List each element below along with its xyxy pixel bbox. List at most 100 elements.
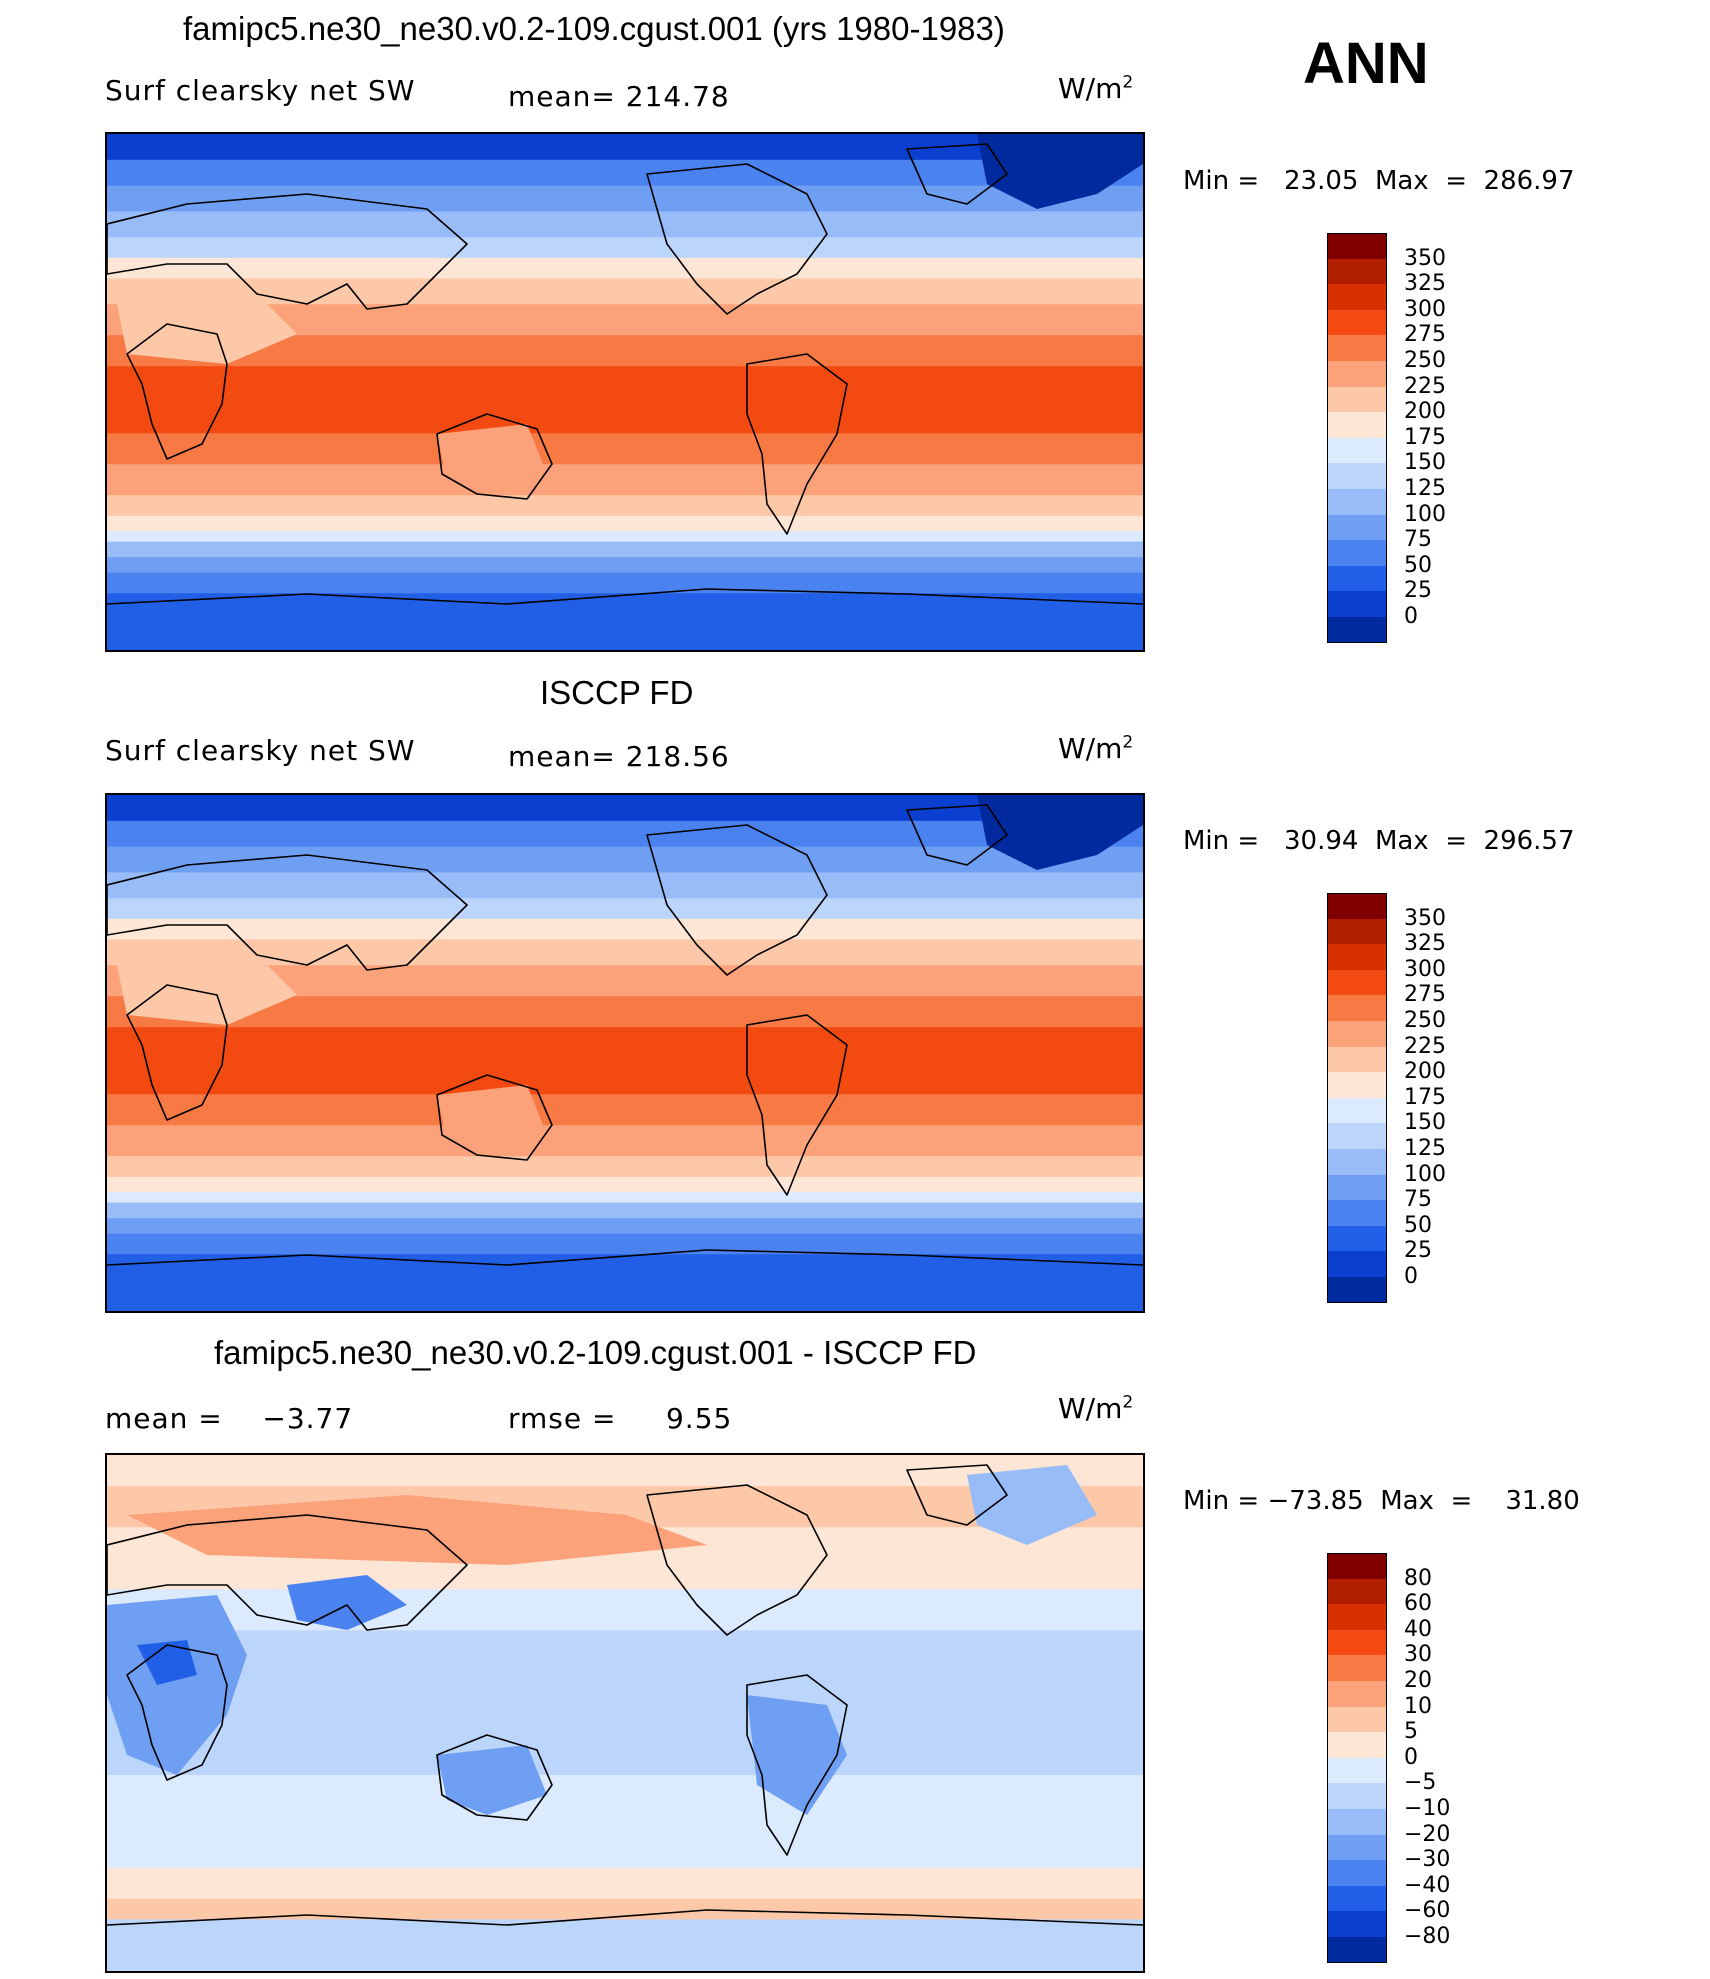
colorbar-tick-label: 0 <box>1404 1744 1418 1770</box>
field-band <box>107 515 1143 532</box>
colorbar-swatch <box>1327 1655 1387 1681</box>
coastline <box>107 1249 1143 1266</box>
colorbar-swatch <box>1327 1200 1387 1226</box>
southamerica-anomaly <box>747 1695 847 1815</box>
coastline <box>746 1014 848 1196</box>
field-band <box>107 1233 1143 1255</box>
field-band <box>107 898 1143 920</box>
colorbar-tick-label: 150 <box>1404 1110 1446 1136</box>
australia-anomaly <box>437 424 547 494</box>
colorbar-swatch <box>1327 1276 1387 1303</box>
colorbar-swatch <box>1327 565 1387 592</box>
field-band <box>107 541 1143 558</box>
colorbar-tick-label: −5 <box>1404 1770 1437 1796</box>
colorbar-swatch <box>1327 540 1387 566</box>
colorbar-tick-label: 5 <box>1404 1719 1418 1745</box>
coastline <box>436 413 553 500</box>
colorbar-swatch <box>1327 995 1387 1021</box>
colorbar-tick-label: 225 <box>1404 373 1446 399</box>
field-band <box>107 211 1143 238</box>
panel3-bands <box>107 1455 1143 1971</box>
coastline <box>126 1644 228 1781</box>
australia-anomaly <box>437 1085 547 1155</box>
colorbar-swatch <box>1327 488 1387 515</box>
colorbar-swatch <box>1327 1885 1387 1912</box>
colorbar-swatch <box>1327 1020 1387 1047</box>
panel1-minmax: Min = 23.05 Max = 286.97 <box>1183 166 1575 196</box>
colorbar-swatch <box>1327 591 1387 617</box>
colorbar-tick-label: 30 <box>1404 1642 1432 1668</box>
desert-anomaly <box>117 955 297 1025</box>
colorbar-tick-label: 10 <box>1404 1693 1432 1719</box>
panel2-variable-label: Surf clearsky net SW <box>105 734 416 767</box>
panel1-variable-label: Surf clearsky net SW <box>105 74 416 107</box>
panel2-title: ISCCP FD <box>540 674 694 711</box>
coastline <box>107 193 468 310</box>
colorbar-swatch <box>1327 284 1387 310</box>
colorbar-tick-label: 0 <box>1404 604 1418 629</box>
field-band <box>107 820 1143 848</box>
panel3-rmse-label: rmse = 9.55 <box>508 1402 733 1435</box>
colorbar-tick-label: 25 <box>1404 1238 1432 1264</box>
desert-anomaly <box>117 294 297 364</box>
field-band <box>107 464 1143 496</box>
season-label: ANN <box>1303 31 1429 96</box>
colorbar-tick-label: 50 <box>1404 552 1432 578</box>
coastline <box>746 1674 848 1856</box>
field-band <box>107 1826 1143 1869</box>
field-band <box>107 531 1143 543</box>
panel2-map-plot <box>107 795 1143 1311</box>
colorbar-swatch <box>1327 463 1387 489</box>
colorbar-swatch <box>1327 412 1387 438</box>
colorbar-tick-label: 350 <box>1404 905 1446 931</box>
coastline <box>906 143 1008 205</box>
colorbar-tick-label: 50 <box>1404 1212 1432 1238</box>
field-band <box>107 1867 1143 1900</box>
colorbar-tick-label: 125 <box>1404 476 1446 501</box>
colorbar-tick-label: −10 <box>1404 1796 1451 1821</box>
field-band <box>107 366 1143 434</box>
colorbar-swatch <box>1327 1604 1387 1630</box>
asia-anomaly <box>287 1575 407 1630</box>
coastline <box>107 588 1143 605</box>
colorbar-tick-label: 200 <box>1404 1059 1446 1085</box>
panel3-colorbar <box>1327 1553 1387 1963</box>
coastline <box>126 984 228 1121</box>
colorbar-swatch <box>1327 1808 1387 1835</box>
field-band <box>107 1156 1143 1178</box>
coastline <box>126 323 228 460</box>
field-band <box>107 495 1143 517</box>
colorbar-tick-label: 325 <box>1404 931 1446 957</box>
panel3-map <box>105 1453 1145 1973</box>
field-band <box>107 593 1143 650</box>
colorbar-swatch <box>1327 1732 1387 1758</box>
colorbar-swatch <box>1327 360 1387 387</box>
field-band <box>107 939 1143 966</box>
colorbar-swatch <box>1327 616 1387 643</box>
panel2-units: W/m2 <box>1058 732 1134 765</box>
panel1-map-plot <box>107 134 1143 650</box>
field-band <box>107 1218 1143 1235</box>
northern-positive-anomaly <box>127 1495 707 1565</box>
colorbar-tick-label: 150 <box>1404 450 1446 476</box>
field-band <box>107 1176 1143 1193</box>
coastline <box>107 854 468 971</box>
field-band <box>107 872 1143 899</box>
colorbar-tick-label: 20 <box>1404 1668 1432 1693</box>
field-band <box>107 278 1143 305</box>
colorbar-swatch <box>1327 514 1387 541</box>
colorbar-swatch <box>1327 1911 1387 1937</box>
colorbar-swatch <box>1327 944 1387 970</box>
field-band <box>107 1192 1143 1204</box>
colorbar-tick-label: 100 <box>1404 501 1446 527</box>
australia-diff-anomaly <box>437 1745 547 1815</box>
colorbar-tick-label: 250 <box>1404 1008 1446 1033</box>
colorbar-tick-label: 300 <box>1404 296 1446 322</box>
field-band <box>107 846 1143 873</box>
panel1-mean-label: mean= 214.78 <box>508 80 730 113</box>
panel2-coastlines <box>107 804 1143 1266</box>
panel2-colorbar <box>1327 893 1387 1303</box>
colorbar-swatch <box>1327 1578 1387 1605</box>
colorbar-swatch <box>1327 1251 1387 1277</box>
field-band <box>107 1094 1143 1126</box>
